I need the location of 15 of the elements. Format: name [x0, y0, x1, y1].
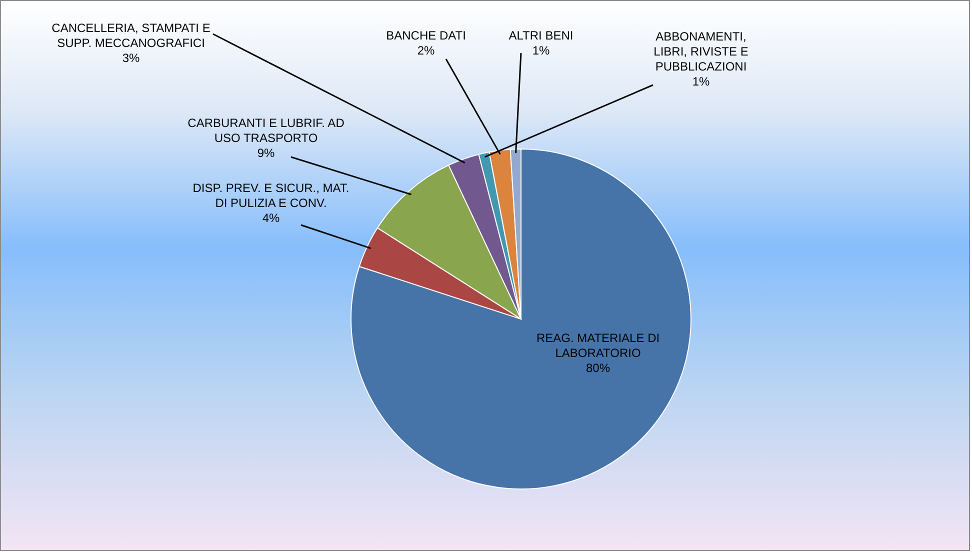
data-label: 9%: [257, 146, 275, 160]
slice-label: ALTRI BENI: [508, 28, 574, 42]
data-label: 80%: [586, 361, 610, 375]
slice-label: ABBONAMENTI, LIBRI, RIVISTE E PUBBLICAZIONI: [654, 30, 748, 74]
pie-slice: [350, 148, 692, 490]
data-label: 1%: [532, 44, 550, 58]
data-label: 3%: [122, 51, 140, 65]
slice-label: CARBURANTI E LUBRIF. AD USO TRASPORTO: [188, 116, 345, 145]
data-label: 2%: [417, 44, 435, 58]
slice-label: BANCHE DATI: [386, 28, 466, 42]
slice-label: REAG. MATERIALE DI LABORATORIO: [536, 331, 660, 360]
slice-label: CANCELLERIA, STAMPATI E SUPP. MECCANOGRAFICI: [52, 21, 210, 50]
data-label: 1%: [692, 74, 710, 88]
data-label: 4%: [262, 211, 280, 225]
slice-label: DISP. PREV. E SICUR., MAT. DI PULIZIA E CONV.: [192, 181, 350, 210]
